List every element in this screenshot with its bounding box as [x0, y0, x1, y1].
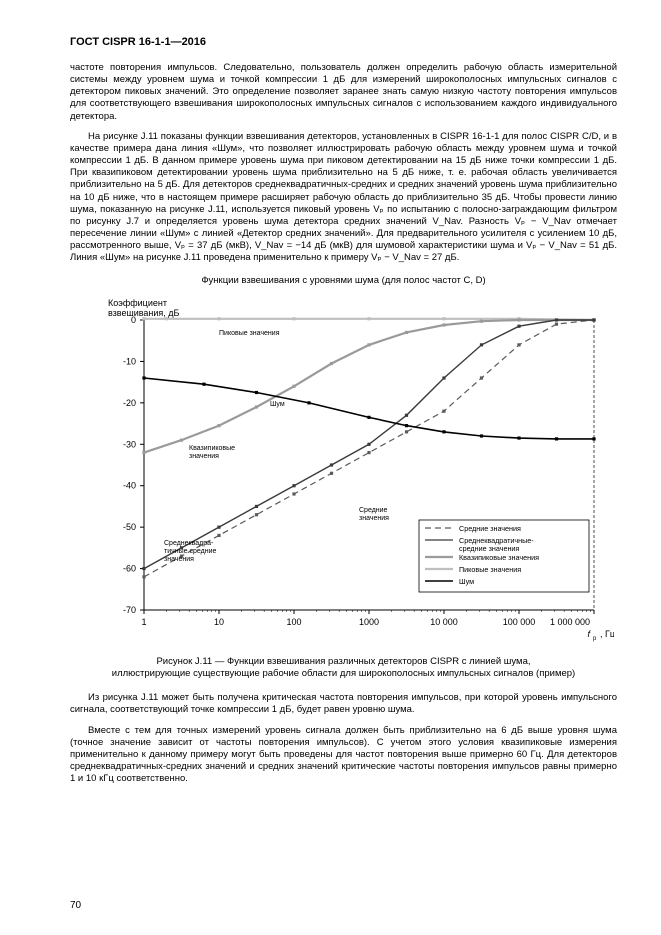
svg-text:тичные средние: тичные средние	[164, 548, 216, 555]
svg-text:100: 100	[286, 617, 301, 627]
svg-text:100 000: 100 000	[502, 617, 535, 627]
paragraph-3: Из рисунка J.11 может быть получена крит…	[70, 692, 617, 716]
paragraph-1: частоте повторения импульсов. Следовател…	[70, 62, 617, 123]
svg-text:Среднеквадра-: Среднеквадра-	[164, 540, 214, 547]
svg-text:взвешивания, дБ: взвешивания, дБ	[108, 308, 180, 318]
svg-text:10: 10	[213, 617, 223, 627]
svg-text:-10: -10	[122, 356, 135, 366]
svg-text:значения: значения	[164, 556, 194, 563]
svg-text:Средние: Средние	[359, 507, 388, 514]
svg-text:Пиковые значения: Пиковые значения	[459, 565, 521, 574]
svg-text:-70: -70	[122, 605, 135, 615]
paragraph-4: Вместе с тем для точных измерений уровен…	[70, 725, 617, 786]
figure-caption: Рисунок J.11 — Функции взвешивания разли…	[70, 656, 617, 681]
weighting-chart: 0-10-20-30-40-50-60-70110100100010 00010…	[74, 290, 614, 650]
svg-text:Пиковые значения: Пиковые значения	[219, 330, 280, 337]
svg-text:1 000 000: 1 000 000	[549, 617, 589, 627]
caption-line-2: иллюстрирующие существующие рабочие обла…	[112, 668, 575, 679]
svg-text:Шум: Шум	[270, 401, 285, 408]
svg-text:-50: -50	[122, 522, 135, 532]
svg-text:Средние значения: Средние значения	[459, 524, 521, 533]
svg-text:1000: 1000	[358, 617, 378, 627]
svg-text:Квазипиковые: Квазипиковые	[189, 445, 235, 452]
svg-text:p: p	[593, 636, 597, 642]
doc-header: ГОСТ CISPR 16-1-1—2016	[70, 36, 617, 48]
page-number: 70	[70, 900, 81, 911]
svg-text:Коэффициент: Коэффициент	[108, 298, 167, 308]
svg-text:10 000: 10 000	[430, 617, 458, 627]
svg-text:f: f	[587, 629, 591, 639]
svg-text:-40: -40	[122, 480, 135, 490]
caption-line-1: Рисунок J.11 — Функции взвешивания разли…	[156, 656, 530, 667]
svg-text:значения: значения	[189, 453, 219, 460]
svg-text:средние значения: средние значения	[459, 544, 519, 553]
svg-text:-20: -20	[122, 397, 135, 407]
paragraph-2: На рисунке J.11 показаны функции взвешив…	[70, 131, 617, 265]
svg-text:-30: -30	[122, 439, 135, 449]
svg-text:1: 1	[141, 617, 146, 627]
svg-text:-60: -60	[122, 563, 135, 573]
svg-text:Квазипиковые значения: Квазипиковые значения	[459, 553, 539, 562]
svg-text:значения: значения	[359, 515, 389, 522]
chart-title: Функции взвешивания с уровнями шума (для…	[70, 275, 617, 286]
svg-text:Шум: Шум	[459, 577, 474, 586]
svg-text:, Гц: , Гц	[600, 629, 614, 639]
